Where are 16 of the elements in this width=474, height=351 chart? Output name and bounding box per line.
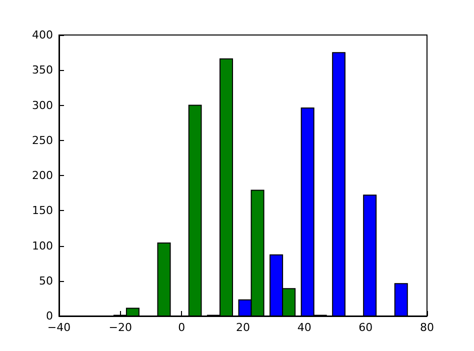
x-tick-label: 20 [236, 321, 250, 334]
x-tick-label: 80 [420, 321, 434, 334]
y-tick-label: 50 [39, 274, 53, 288]
x-tick-label: 0 [178, 321, 186, 334]
y-tick-label: 100 [32, 239, 53, 252]
x-tick-label: 60 [358, 321, 373, 334]
x-tick-label: 40 [297, 321, 312, 334]
y-tick-label: 250 [32, 134, 53, 147]
y-tick-label: 400 [32, 28, 53, 42]
y-tick-label: 0 [46, 310, 53, 322]
y-tick-label: 150 [32, 204, 53, 218]
x-tick-label: −20 [108, 321, 132, 334]
y-tick-label: 350 [32, 64, 53, 77]
y-tick-label: 300 [32, 98, 53, 112]
x-tick-label: −40 [47, 321, 71, 334]
y-tick-label: 200 [32, 169, 53, 182]
